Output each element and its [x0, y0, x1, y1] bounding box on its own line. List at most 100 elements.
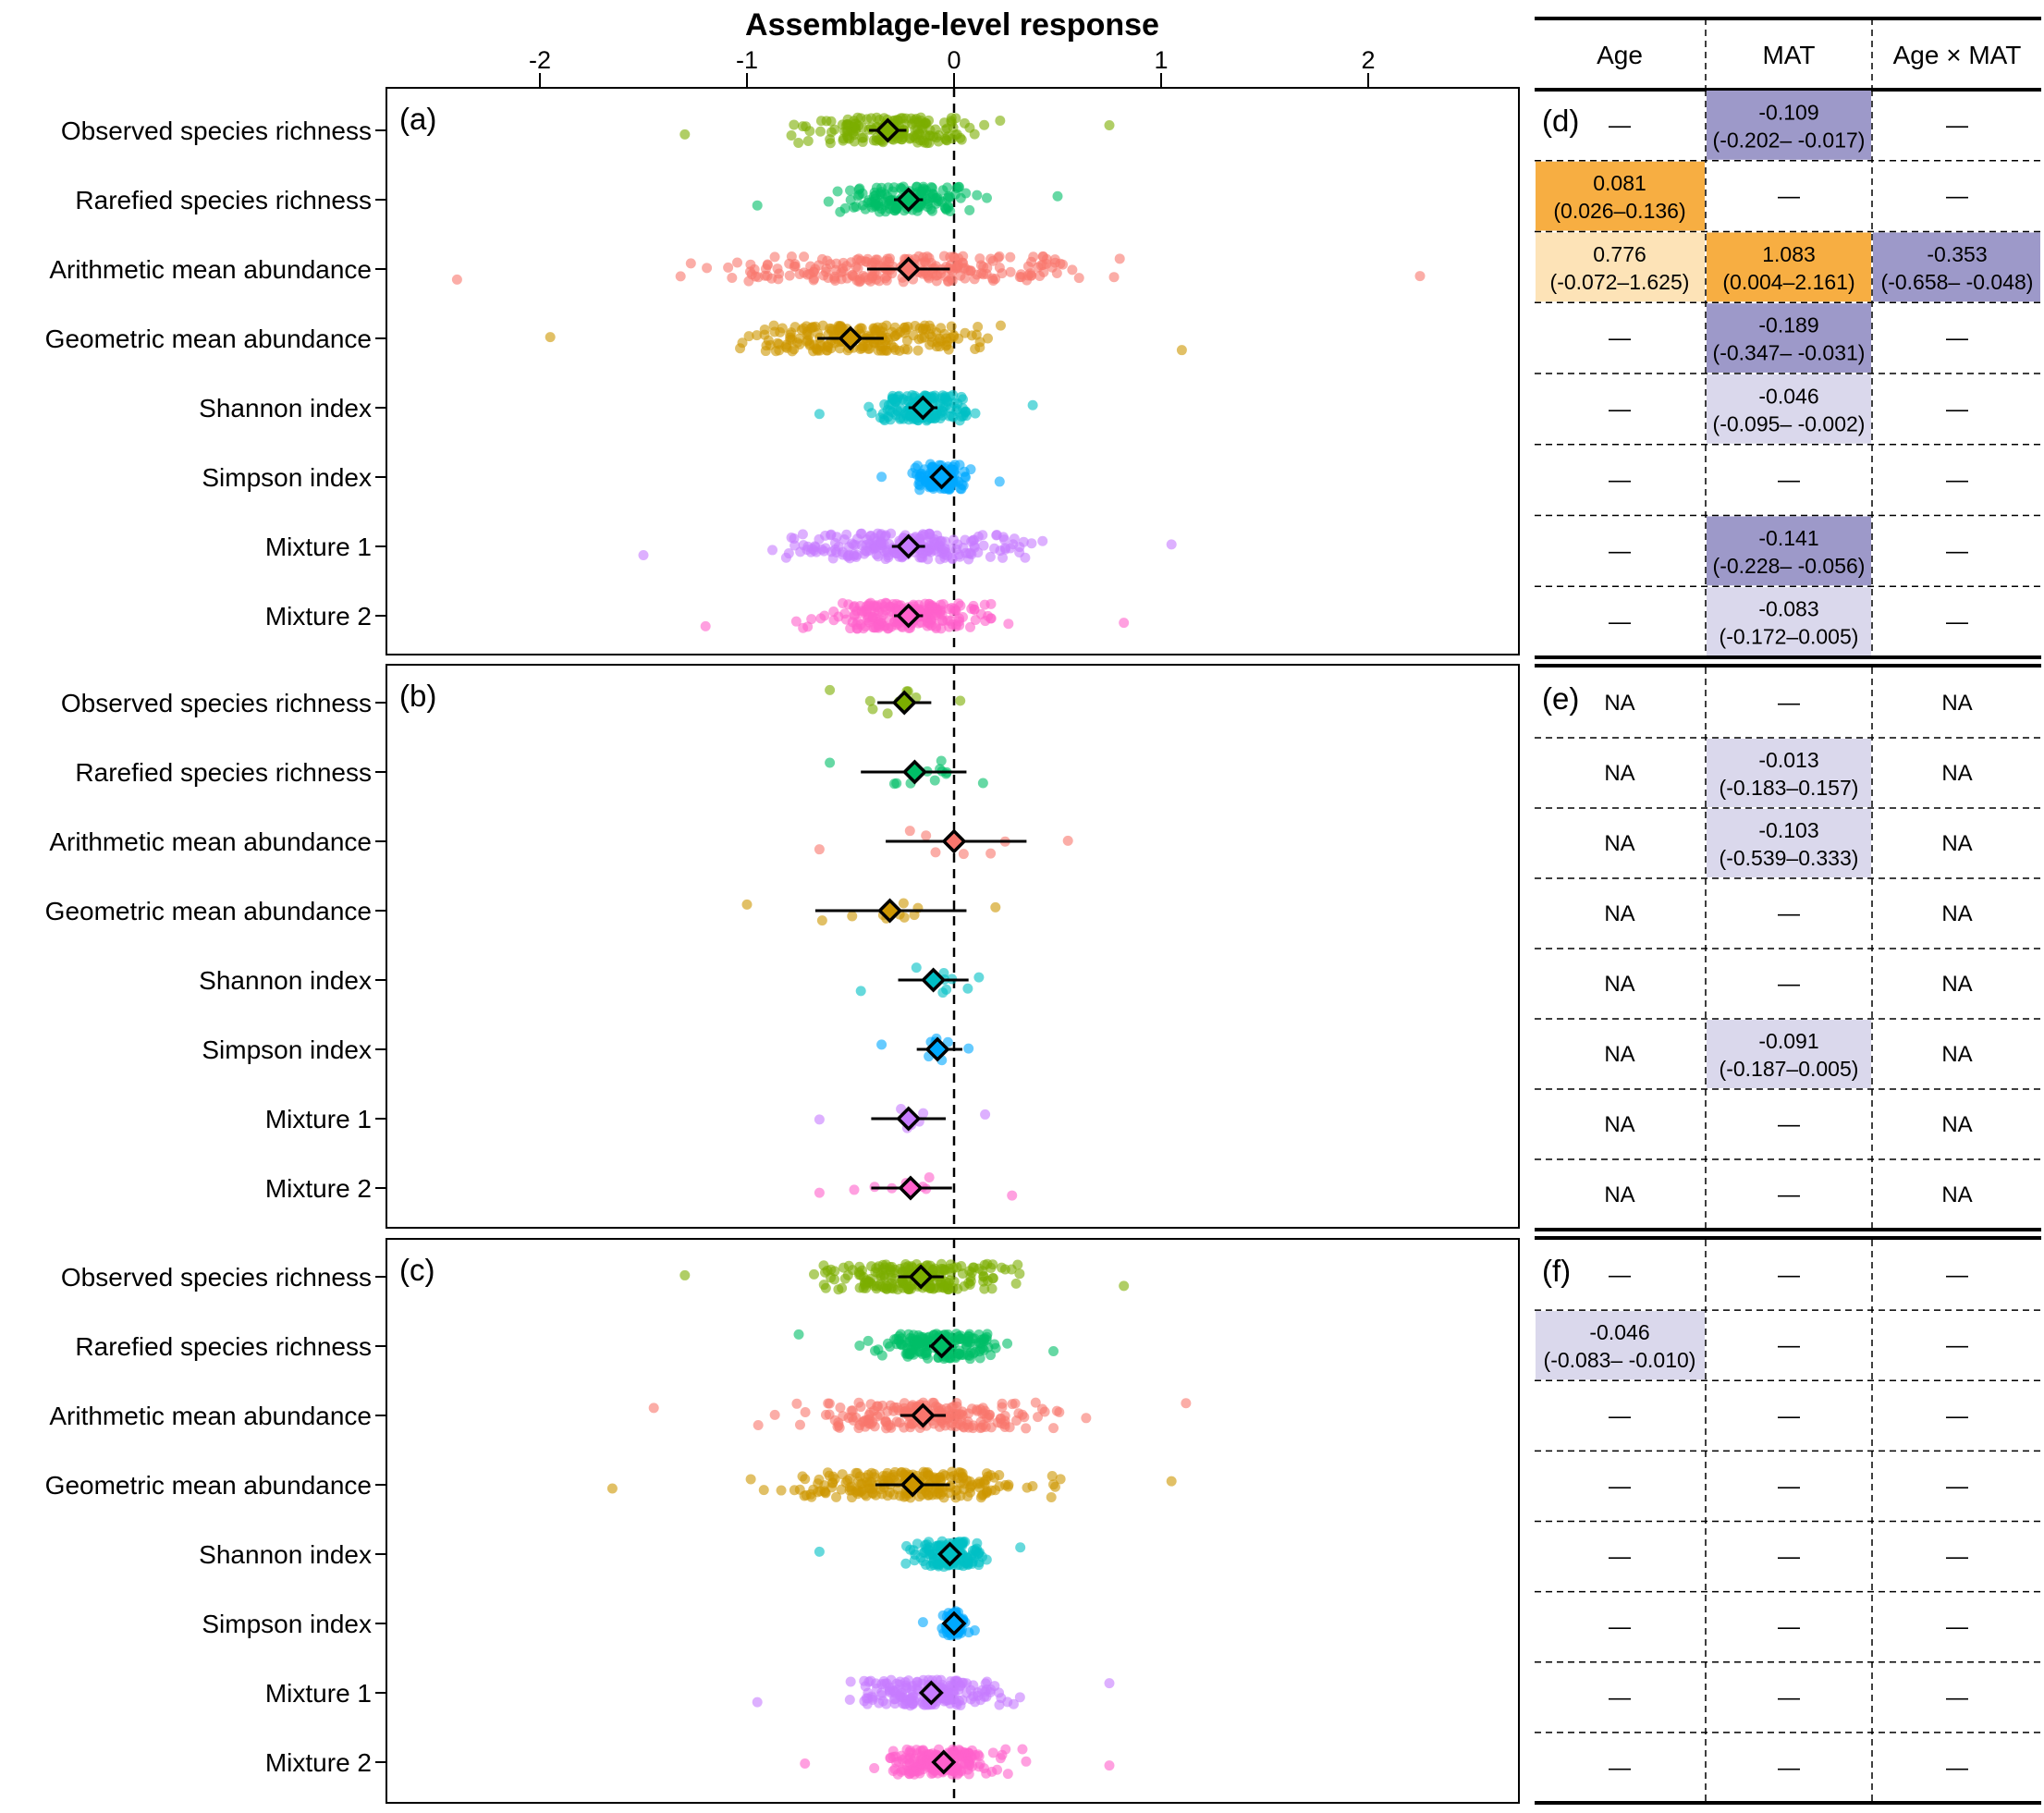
points-rarefied-species-richness [793, 1329, 1059, 1365]
data-point [675, 271, 686, 282]
mean-estimate-diamond [908, 1264, 934, 1290]
data-point [924, 619, 936, 630]
data-point [769, 251, 780, 263]
x-tick-label: -2 [529, 46, 551, 74]
data-point [987, 1747, 998, 1758]
data-point [853, 1269, 864, 1280]
y-tick-label: Mixture 1 [265, 1679, 372, 1708]
data-point [977, 778, 988, 789]
data-point [880, 273, 891, 284]
mean-estimate-diamond [901, 759, 927, 785]
data-point [824, 1398, 835, 1409]
data-point [885, 1752, 896, 1763]
cell-value: — [1778, 1263, 1800, 1288]
data-point [1052, 190, 1063, 202]
data-point [929, 413, 940, 424]
data-point [889, 547, 900, 558]
panel-label: (c) [399, 1253, 435, 1287]
data-point [873, 1268, 884, 1279]
data-point [847, 911, 858, 922]
data-point [997, 1402, 1008, 1413]
data-point [606, 1483, 618, 1494]
data-point [940, 1420, 951, 1431]
data-point [909, 410, 920, 422]
data-point [987, 1259, 998, 1270]
data-point [870, 1345, 881, 1356]
data-point [1048, 1423, 1059, 1434]
data-point [934, 1405, 945, 1416]
data-point [902, 1351, 913, 1362]
mean-estimate-diamond [875, 117, 900, 143]
data-point [963, 1330, 974, 1341]
data-point [849, 1184, 860, 1195]
data-point [949, 466, 960, 477]
data-point [859, 548, 870, 559]
data-point [961, 1687, 973, 1698]
data-point [862, 1476, 873, 1488]
data-point [758, 1485, 769, 1496]
mean-estimate-diamond [896, 1106, 922, 1132]
panel-c: (c) Observed species richness Rarefied spe… [45, 1238, 1520, 1804]
data-point [981, 192, 992, 203]
cell-value: NA [1941, 761, 1972, 786]
data-point [961, 1341, 972, 1352]
data-point [759, 270, 770, 281]
points-shannon-index [814, 1536, 1026, 1573]
cell-value: NA [1604, 691, 1634, 716]
data-point [826, 324, 838, 335]
data-point [973, 972, 985, 983]
coefficient-value: -0.189 [1758, 313, 1818, 337]
data-point [936, 1674, 947, 1685]
data-point [973, 322, 984, 333]
data-point [877, 1471, 888, 1482]
data-point [959, 117, 970, 129]
data-point [916, 617, 927, 628]
points-arithmetic-mean-abundance [648, 1397, 1192, 1434]
data-point [884, 195, 895, 206]
data-point [985, 1485, 997, 1496]
data-point [1051, 1405, 1062, 1416]
data-point [1051, 268, 1062, 279]
data-point [908, 1329, 919, 1341]
data-point [1033, 1412, 1044, 1423]
data-point [1049, 257, 1060, 268]
y-tick-label: Shannon index [199, 1540, 372, 1569]
y-tick-label: Rarefied species richness [75, 1332, 372, 1361]
data-point [882, 404, 893, 415]
data-point [837, 597, 848, 608]
data-point [769, 1409, 780, 1420]
highlighted-cell [1536, 1311, 1705, 1380]
data-point [920, 477, 931, 488]
mean-estimate-diamond [877, 898, 903, 924]
cell-value: — [1778, 1182, 1800, 1207]
data-point [982, 1468, 993, 1479]
cell-value: — [1609, 1403, 1631, 1428]
data-point [1007, 1190, 1018, 1201]
data-point [888, 1489, 900, 1501]
cell-value: NA [1604, 901, 1634, 926]
data-point [825, 138, 836, 149]
cell-value: — [1609, 1474, 1631, 1499]
panel-label: (a) [399, 102, 436, 136]
data-point [960, 406, 971, 417]
data-point [844, 553, 855, 564]
data-point [451, 274, 462, 285]
data-point [899, 1765, 910, 1776]
data-point [1104, 1678, 1115, 1689]
data-point [853, 1397, 864, 1408]
data-point [892, 1284, 903, 1295]
data-point [833, 1284, 844, 1295]
data-point [970, 344, 981, 355]
data-point [875, 615, 887, 626]
data-point [918, 1547, 929, 1558]
data-point [852, 1467, 863, 1478]
data-point [735, 343, 746, 354]
data-point [818, 1280, 829, 1291]
data-point [869, 1280, 880, 1292]
data-point [1005, 251, 1016, 263]
data-point [840, 119, 851, 130]
cell-value: NA [1604, 972, 1634, 997]
data-point [802, 135, 814, 146]
data-point [1027, 399, 1038, 410]
data-point [985, 848, 997, 859]
